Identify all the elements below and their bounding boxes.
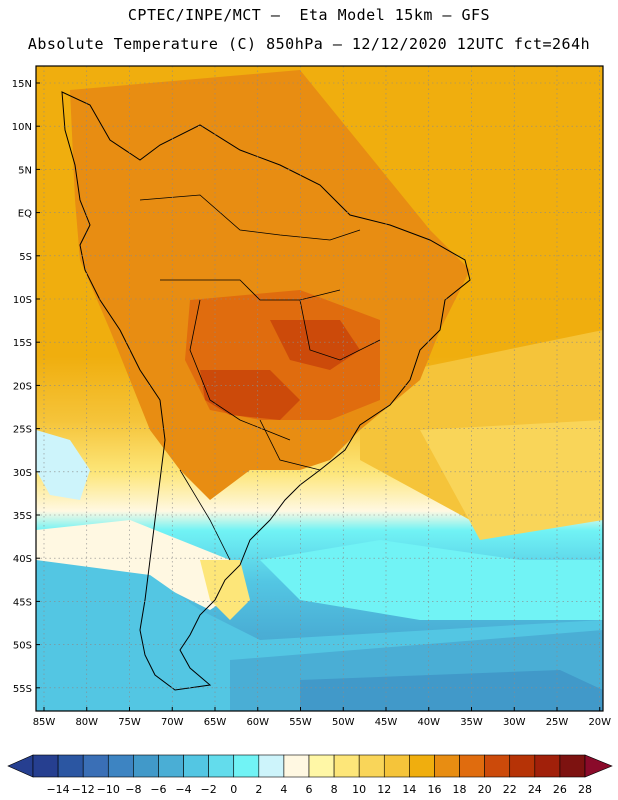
longitude-label: 30W bbox=[503, 717, 526, 728]
longitude-label: 80W bbox=[75, 717, 98, 728]
colorbar-label: −2 bbox=[201, 783, 217, 796]
latitude-label: 30S bbox=[13, 468, 32, 479]
latitude-axis: 15N 10N 5N EQ 5S 10S 15S 20S 25S 30S 35S 40S 45S 50S 5… bbox=[12, 79, 40, 695]
colorbar-label: −6 bbox=[150, 783, 166, 796]
colorbar: −14 −12 −10 −8 −6 −4 −2 0 2 4 6 8 10 12 14 16 18 20 22 24 26… bbox=[7, 754, 613, 796]
latitude-label: 45S bbox=[13, 597, 32, 608]
colorbar-label: 16 bbox=[427, 783, 441, 796]
latitude-label: 5N bbox=[18, 165, 32, 176]
colorbar-swatch bbox=[258, 754, 285, 778]
longitude-label: 35W bbox=[460, 717, 483, 728]
colorbar-label: 8 bbox=[331, 783, 338, 796]
colorbar-swatch bbox=[409, 754, 435, 778]
latitude-label: 35S bbox=[13, 511, 32, 522]
longitude-label: 25W bbox=[546, 717, 569, 728]
colorbar-swatch bbox=[434, 754, 460, 778]
colorbar-swatch bbox=[107, 754, 134, 778]
latitude-label: 20S bbox=[13, 381, 32, 392]
colorbar-label: −14 bbox=[46, 783, 69, 796]
latitude-label: 50S bbox=[13, 641, 32, 652]
colorbar-swatch bbox=[383, 754, 410, 778]
map-gridlines bbox=[36, 66, 603, 711]
longitude-label: 50W bbox=[332, 717, 355, 728]
longitude-label: 60W bbox=[246, 717, 269, 728]
coastline bbox=[61, 91, 471, 691]
longitude-axis: 85W 80W 75W 70W 65W 60W 55W 50W 45W 40W 35W 30W 25W 2… bbox=[33, 707, 611, 728]
temperature-field bbox=[36, 66, 603, 711]
colorbar-label: 6 bbox=[306, 783, 313, 796]
colorbar-swatch bbox=[333, 754, 360, 778]
latitude-label: 5S bbox=[19, 252, 32, 263]
colorbar-swatch bbox=[559, 754, 586, 778]
colorbar-swatch bbox=[133, 754, 159, 778]
latitude-label: 40S bbox=[13, 554, 32, 565]
colorbar-label: 4 bbox=[280, 783, 287, 796]
latitude-label: 15S bbox=[13, 338, 32, 349]
latitude-label: 15N bbox=[12, 79, 32, 90]
colorbar-label: 26 bbox=[553, 783, 567, 796]
colorbar-swatch bbox=[534, 754, 561, 778]
longitude-label: 65W bbox=[204, 717, 227, 728]
colorbar-swatch bbox=[283, 754, 310, 778]
latitude-label: 10N bbox=[12, 122, 32, 133]
colorbar-label: 0 bbox=[230, 783, 237, 796]
colorbar-swatch bbox=[358, 754, 385, 778]
latitude-label: 55S bbox=[13, 684, 32, 695]
map-frame bbox=[35, 65, 604, 712]
colorbar-label: 12 bbox=[377, 783, 391, 796]
longitude-label: 85W bbox=[33, 717, 56, 728]
colorbar-label: 22 bbox=[503, 783, 517, 796]
colorbar-label: −10 bbox=[97, 783, 120, 796]
chart-title-line-1: CPTEC/INPE/MCT – Eta Model 15km – GFS bbox=[127, 6, 491, 24]
colorbar-label: 18 bbox=[453, 783, 467, 796]
colorbar-label: −8 bbox=[125, 783, 141, 796]
colorbar-swatch bbox=[484, 754, 511, 778]
colorbar-label: −4 bbox=[175, 783, 191, 796]
country-borders bbox=[139, 194, 381, 561]
colorbar-swatch bbox=[509, 754, 536, 778]
colorbar-swatch bbox=[208, 754, 235, 778]
colorbar-low-arrow bbox=[7, 754, 34, 778]
colorbar-swatch bbox=[158, 754, 184, 778]
chart-title-line-2: Absolute Temperature (C) 850hPa – 12/12/… bbox=[27, 35, 591, 53]
colorbar-swatch bbox=[57, 754, 84, 778]
colorbar-label: 20 bbox=[478, 783, 492, 796]
longitude-label: 45W bbox=[375, 717, 398, 728]
colorbar-label: 28 bbox=[578, 783, 592, 796]
colorbar-swatch bbox=[183, 754, 209, 778]
colorbar-swatch bbox=[308, 754, 335, 778]
colorbar-label: 14 bbox=[402, 783, 416, 796]
colorbar-swatch bbox=[32, 754, 59, 778]
longitude-label: 40W bbox=[417, 717, 440, 728]
longitude-label: 55W bbox=[289, 717, 312, 728]
longitude-label: 75W bbox=[118, 717, 141, 728]
colorbar-label: 10 bbox=[352, 783, 366, 796]
longitude-label: 70W bbox=[161, 717, 184, 728]
latitude-label: 25S bbox=[13, 425, 32, 436]
latitude-label: EQ bbox=[18, 209, 32, 220]
colorbar-label: 24 bbox=[528, 783, 542, 796]
longitude-label: 20W bbox=[588, 717, 611, 728]
colorbar-high-arrow bbox=[584, 754, 613, 778]
colorbar-swatch bbox=[233, 754, 260, 778]
colorbar-label: −12 bbox=[72, 783, 95, 796]
colorbar-swatch bbox=[459, 754, 485, 778]
colorbar-label: 2 bbox=[255, 783, 262, 796]
latitude-label: 10S bbox=[13, 295, 32, 306]
colorbar-swatch bbox=[82, 754, 109, 778]
